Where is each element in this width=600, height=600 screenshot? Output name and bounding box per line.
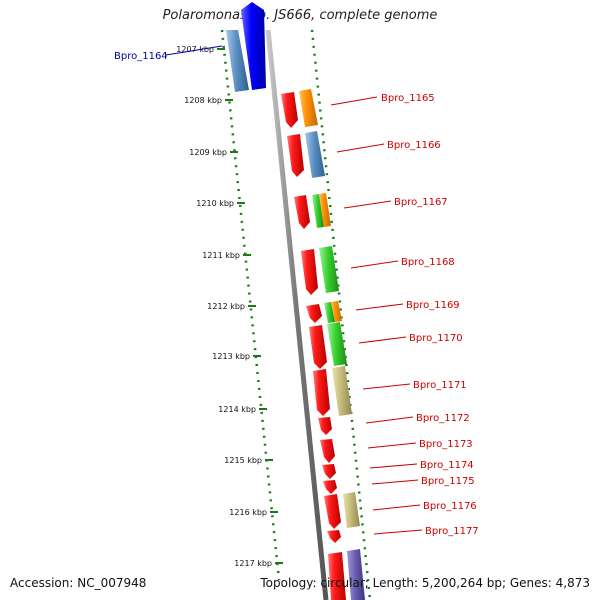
gene-bpro-1176[interactable] xyxy=(324,492,360,529)
topology-text: Topology: circular; Length: 5,200,264 bp… xyxy=(260,576,590,590)
gene-bpro-1166[interactable] xyxy=(287,131,325,178)
gene-label-connector xyxy=(365,416,414,424)
gene-bpro-1173[interactable] xyxy=(320,439,335,463)
gene-label-connector xyxy=(367,442,417,449)
gene-label-bpro-1165[interactable]: Bpro_1165 xyxy=(381,93,435,104)
gene-bpro-1172[interactable] xyxy=(318,417,332,435)
gene-label-bpro-1172[interactable]: Bpro_1172 xyxy=(416,413,470,424)
tick-label: 1211 kbp xyxy=(202,251,240,260)
tick-label: 1212 kbp xyxy=(207,302,245,311)
inner-guide-arc xyxy=(220,29,281,581)
gene-label-connector xyxy=(371,479,419,485)
tick-label: 1215 kbp xyxy=(224,456,262,465)
gene-bpro-1168[interactable] xyxy=(301,246,339,295)
gene-label-bpro-1170[interactable]: Bpro_1170 xyxy=(409,333,463,344)
gene-label-connector xyxy=(343,200,392,209)
gene-label-connector xyxy=(369,463,418,469)
gene-group xyxy=(226,2,365,600)
gene-bpro-1174[interactable] xyxy=(322,464,336,479)
tick-label: 1217 kbp xyxy=(234,559,272,568)
gene-label-connector xyxy=(358,336,407,344)
gene-bpro-1164[interactable] xyxy=(226,2,266,92)
tick-label: 1208 kbp xyxy=(184,96,222,105)
gene-bottom-partial xyxy=(328,549,365,600)
gene-label-bpro-1177[interactable]: Bpro_1177 xyxy=(425,526,479,537)
gene-label-bpro-1168[interactable]: Bpro_1168 xyxy=(401,257,455,268)
gene-label-bpro-1166[interactable]: Bpro_1166 xyxy=(387,140,441,151)
gene-label-bpro-1169[interactable]: Bpro_1169 xyxy=(406,300,460,311)
gene-label-connector xyxy=(373,529,423,535)
map-title: Polaromonas sp. JS666, complete genome xyxy=(162,8,438,23)
tick-label: 1214 kbp xyxy=(218,405,256,414)
gene-label-bpro-1175[interactable]: Bpro_1175 xyxy=(421,476,475,487)
tick-label: 1210 kbp xyxy=(196,199,234,208)
tick-label: 1216 kbp xyxy=(229,508,267,517)
tick-label: 1213 kbp xyxy=(212,352,250,361)
gene-bpro-1170[interactable] xyxy=(309,322,347,369)
gene-label-group: Bpro_1164 Bpro_1165 Bpro_1166 Bpro_1167 Bpro… xyxy=(114,45,479,537)
gene-bpro-1165[interactable] xyxy=(281,89,318,128)
tick-label: 1207 kbp xyxy=(176,45,214,54)
gene-label-bpro-1164[interactable]: Bpro_1164 xyxy=(114,51,168,62)
gene-label-bpro-1174[interactable]: Bpro_1174 xyxy=(420,460,474,471)
genome-backbone xyxy=(265,29,329,600)
gene-bpro-1167[interactable] xyxy=(294,193,331,229)
gene-bpro-1171[interactable] xyxy=(313,366,352,416)
gene-bpro-1177[interactable] xyxy=(327,530,341,543)
tick-group: 1207 kbp 1208 kbp 1209 kbp 1210 kbp 1211 kbp… xyxy=(176,45,283,568)
gene-label-connector xyxy=(350,260,399,269)
gene-label-connector xyxy=(330,96,378,106)
gene-label-connector xyxy=(336,143,385,153)
gene-label-connector xyxy=(165,45,223,56)
gene-label-connector xyxy=(355,303,404,311)
gene-label-connector xyxy=(372,504,421,511)
gene-label-bpro-1173[interactable]: Bpro_1173 xyxy=(419,439,473,450)
gene-label-bpro-1176[interactable]: Bpro_1176 xyxy=(423,501,477,512)
gene-bpro-1169[interactable] xyxy=(306,301,342,323)
gene-label-bpro-1171[interactable]: Bpro_1171 xyxy=(413,380,467,391)
gene-bpro-1175[interactable] xyxy=(323,480,337,494)
gene-label-connector xyxy=(362,383,411,390)
accession-text: Accession: NC_007948 xyxy=(10,576,147,590)
gene-label-bpro-1167[interactable]: Bpro_1167 xyxy=(394,197,448,208)
tick-label: 1209 kbp xyxy=(189,148,227,157)
